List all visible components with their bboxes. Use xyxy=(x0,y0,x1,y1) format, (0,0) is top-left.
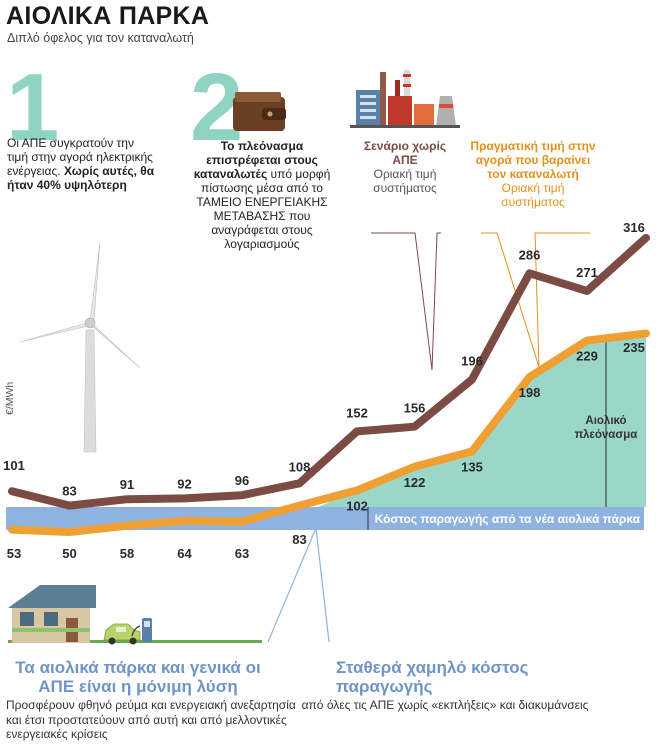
scenario-no-res: Σενάριο χωρίς ΑΠΕ Οριακή τιμή συστήματος xyxy=(355,139,455,195)
scenario-no-res-subtitle: Οριακή τιμή συστήματος xyxy=(373,167,437,195)
label-no-res-5: 108 xyxy=(289,459,311,474)
label-no-res-0: 101 xyxy=(3,458,25,473)
label-no-res-6: 152 xyxy=(346,405,368,420)
scenario-real: Πραγματική τιμή στην αγορά που βαραίνει … xyxy=(470,139,596,209)
wallet-icon xyxy=(233,92,286,131)
label-no-res-7: 156 xyxy=(404,401,426,416)
wind-turbine-icon xyxy=(19,241,141,453)
label-no-res-9: 286 xyxy=(519,247,541,262)
label-no-res-10: 271 xyxy=(576,265,598,280)
surplus-fill xyxy=(318,333,646,507)
factory-icon xyxy=(350,70,460,128)
label-real-11: 235 xyxy=(623,340,645,355)
point-two-bold: Το πλεόνασμα επιστρέφεται στους καταναλω… xyxy=(193,139,318,181)
callout-cost xyxy=(267,525,330,643)
label-real-8: 135 xyxy=(461,459,483,474)
bottom-left-text: Προσφέρουν φθηνό ρεύμα και ενεργειακή αν… xyxy=(6,698,296,741)
label-real-6: 102 xyxy=(346,498,368,513)
label-no-res-2: 91 xyxy=(120,477,134,492)
label-no-res-1: 83 xyxy=(62,484,76,499)
scenario-real-title: Πραγματική τιμή στην αγορά που βαραίνει … xyxy=(470,139,596,181)
label-real-3: 64 xyxy=(177,546,192,561)
series-real-line xyxy=(8,329,650,536)
point-one-regular: Οι ΑΠΕ συγκρατούν την τιμή στην αγορά ηλ… xyxy=(7,136,153,178)
label-no-res-11: 316 xyxy=(623,220,645,235)
page-title: ΑΙΟΛΙΚΑ ΠΑΡΚΑ xyxy=(6,2,210,30)
surplus-area xyxy=(318,333,646,507)
label-no-res-4: 96 xyxy=(235,473,249,488)
label-real-4: 63 xyxy=(235,546,249,561)
bottom-right-text: από όλες τις ΑΠΕ χωρίς «εκπλήξεις» και δ… xyxy=(301,698,589,712)
label-no-res-8: 196 xyxy=(461,353,483,368)
series-no-res-line xyxy=(8,233,650,510)
cost-band-label: Κόστος παραγωγής από τα νέα αιολικά πάρκ… xyxy=(375,512,641,526)
point-one-bold: Χωρίς αυτές, θα ήταν 40% υψηλότερη xyxy=(7,164,155,192)
bottom-right-title: Σταθερά χαμηλό κόστος παραγωγής xyxy=(336,658,529,696)
point-one-text: Οι ΑΠΕ συγκρατούν την τιμή στην αγορά ηλ… xyxy=(7,136,157,192)
label-real-7: 122 xyxy=(404,475,426,490)
series-lines xyxy=(8,233,650,536)
electric-car-icon xyxy=(103,623,141,645)
surplus-label: Αιολικό πλεόνασμα xyxy=(575,415,638,441)
label-real-5: 83 xyxy=(292,532,306,547)
data-labels: Αιολικό πλεόνασμα 101 83 91 92 96 108 152 156 196 2… xyxy=(3,220,645,561)
point-two-text: Το πλεόνασμα επιστρέφεται στους καταναλω… xyxy=(187,139,337,251)
label-real-1: 50 xyxy=(62,546,76,561)
label-real-0: 53 xyxy=(7,546,21,561)
label-real-9: 198 xyxy=(519,385,541,400)
point-one-number: 1 xyxy=(6,54,60,161)
bottom-left-title: Τα αιολικά πάρκα και γενικά οι ΑΠΕ είναι… xyxy=(15,658,261,696)
label-no-res-3: 92 xyxy=(177,476,191,491)
scenario-real-subtitle: Οριακή τιμή συστήματος xyxy=(501,181,565,209)
label-real-10: 229 xyxy=(576,349,598,364)
callout-no-res xyxy=(371,232,441,371)
charger-icon xyxy=(131,618,152,642)
page-subtitle: Διπλό όφελος για τον καταναλωτή xyxy=(7,31,194,45)
label-real-2: 58 xyxy=(120,546,134,561)
point-two-regular: υπό μορφή πίστωσης μέσα από το ΤΑΜΕΙΟ ΕΝ… xyxy=(196,167,331,251)
scenario-no-res-title: Σενάριο χωρίς ΑΠΕ xyxy=(363,139,447,167)
y-axis-label: €/MWh xyxy=(4,382,16,415)
